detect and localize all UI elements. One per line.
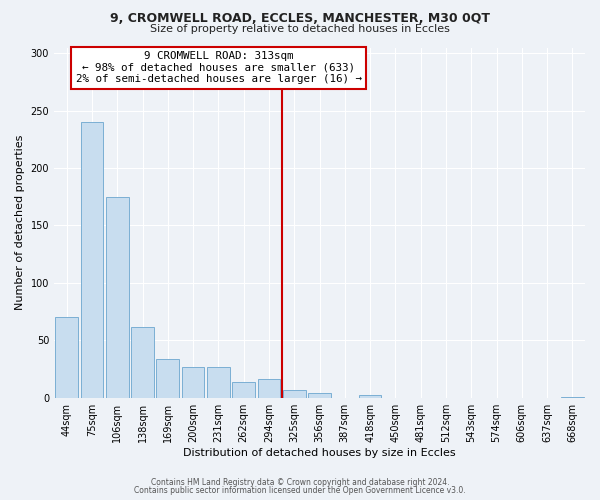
Text: Size of property relative to detached houses in Eccles: Size of property relative to detached ho… bbox=[150, 24, 450, 34]
Text: 9, CROMWELL ROAD, ECCLES, MANCHESTER, M30 0QT: 9, CROMWELL ROAD, ECCLES, MANCHESTER, M3… bbox=[110, 12, 490, 26]
Bar bbox=[106, 197, 128, 398]
X-axis label: Distribution of detached houses by size in Eccles: Distribution of detached houses by size … bbox=[183, 448, 456, 458]
Y-axis label: Number of detached properties: Number of detached properties bbox=[15, 135, 25, 310]
Bar bbox=[257, 380, 280, 398]
Text: Contains HM Land Registry data © Crown copyright and database right 2024.: Contains HM Land Registry data © Crown c… bbox=[151, 478, 449, 487]
Bar bbox=[283, 390, 305, 398]
Bar bbox=[80, 122, 103, 398]
Text: 9 CROMWELL ROAD: 313sqm
← 98% of detached houses are smaller (633)
2% of semi-de: 9 CROMWELL ROAD: 313sqm ← 98% of detache… bbox=[76, 51, 362, 84]
Text: Contains public sector information licensed under the Open Government Licence v3: Contains public sector information licen… bbox=[134, 486, 466, 495]
Bar bbox=[207, 366, 230, 398]
Bar bbox=[157, 358, 179, 398]
Bar bbox=[561, 396, 584, 398]
Bar bbox=[55, 318, 78, 398]
Bar bbox=[182, 366, 205, 398]
Bar bbox=[308, 393, 331, 398]
Bar bbox=[131, 326, 154, 398]
Bar bbox=[232, 382, 255, 398]
Bar bbox=[359, 396, 382, 398]
